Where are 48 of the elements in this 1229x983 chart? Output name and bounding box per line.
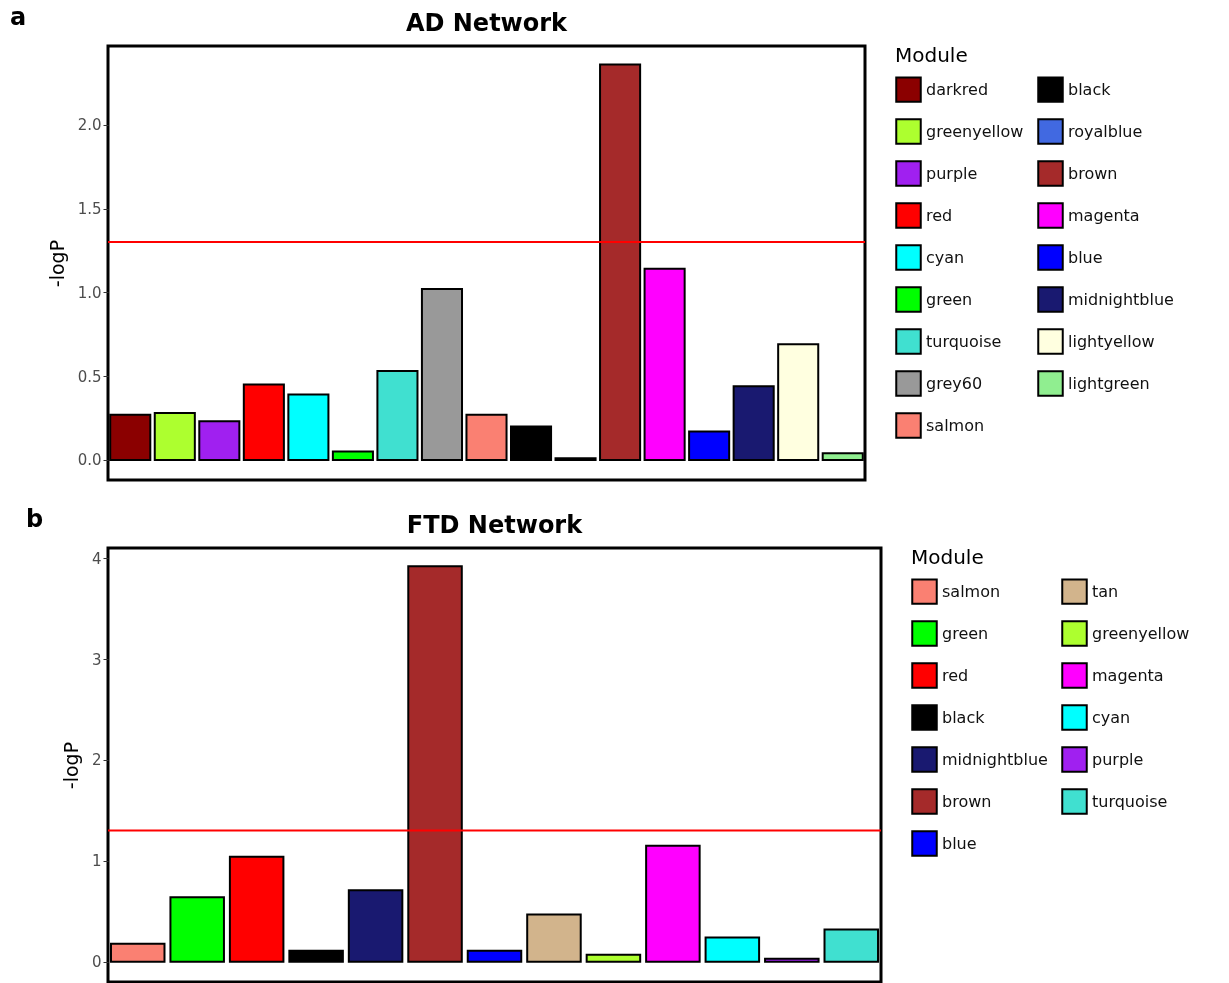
legend-label: purple: [926, 163, 978, 183]
y-tick-label: 1.0: [77, 283, 102, 302]
legend-label: tan: [1092, 581, 1119, 601]
y-axis-title: -logP: [45, 239, 68, 288]
legend-label: green: [926, 289, 973, 309]
legend-label: blue: [1068, 247, 1103, 267]
legend-label: salmon: [926, 415, 985, 435]
legend-label: darkred: [926, 79, 989, 99]
legend-title: Module: [895, 43, 968, 67]
y-tick-label: 0.0: [77, 451, 102, 470]
text: a: [10, 3, 27, 31]
legend-label: red: [926, 205, 953, 225]
legend-label: brown: [942, 791, 992, 811]
text: b: [26, 505, 44, 533]
legend-label: midnightblue: [942, 749, 1048, 769]
y-tick-label: 4: [91, 549, 102, 568]
legend-label: magenta: [1068, 205, 1140, 225]
y-tick-label: 0.5: [77, 367, 102, 386]
legend-title: Module: [911, 545, 984, 569]
legend-label: cyan: [1092, 707, 1131, 727]
y-tick-label: 0: [91, 953, 102, 972]
y-tick-label: 2.0: [77, 116, 102, 135]
legend-label: midnightblue: [1068, 289, 1174, 309]
legend-label: greenyellow: [926, 121, 1024, 141]
legend-label: magenta: [1092, 665, 1164, 685]
legend-label: lightyellow: [1068, 331, 1155, 351]
legend-label: purple: [1092, 749, 1144, 769]
y-tick-label: 3: [91, 650, 102, 669]
legend-label: blue: [942, 833, 977, 853]
y-tick-label: 1: [91, 852, 102, 871]
legend-label: black: [1068, 79, 1112, 99]
legend-label: grey60: [926, 373, 983, 393]
chart-title: FTD Network: [406, 511, 584, 539]
legend-label: royalblue: [1068, 121, 1143, 141]
legend-label: brown: [1068, 163, 1118, 183]
legend-label: greenyellow: [1092, 623, 1190, 643]
chart-title: AD Network: [405, 9, 569, 37]
y-axis-title: -logP: [59, 741, 82, 790]
legend-label: lightgreen: [1068, 373, 1150, 393]
legend-label: cyan: [926, 247, 965, 267]
legend-label: red: [942, 665, 969, 685]
legend-label: turquoise: [1092, 791, 1168, 811]
y-tick-label: 1.5: [77, 200, 102, 219]
y-tick-label: 2: [91, 751, 102, 770]
legend-label: green: [942, 623, 989, 643]
legend-label: salmon: [942, 581, 1001, 601]
legend-label: turquoise: [926, 331, 1002, 351]
legend-label: black: [942, 707, 986, 727]
